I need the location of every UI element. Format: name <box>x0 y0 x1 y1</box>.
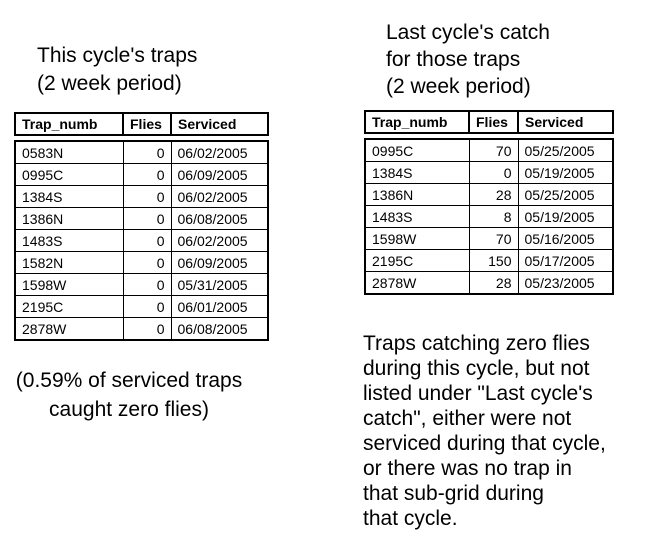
serviced-cell: 05/25/2005 <box>517 183 614 206</box>
flies-cell: 0 <box>122 317 172 341</box>
serviced-cell: 06/08/2005 <box>170 207 269 230</box>
table-row: 1582N 0 06/09/2005 <box>14 251 269 274</box>
flies-cell: 0 <box>122 163 172 186</box>
last-cycle-catch-table: 0995C 70 05/25/2005 1384S 0 05/19/2005 1386N 28… <box>364 138 614 295</box>
trap-numb-cell: 1598W <box>364 227 470 250</box>
serviced-cell: 06/01/2005 <box>170 295 269 318</box>
flies-cell: 70 <box>468 227 519 250</box>
table-row: 2878W 0 06/08/2005 <box>14 317 269 341</box>
right-table-header: Trap_numb Flies Serviced <box>364 110 614 134</box>
this-cycle-traps-table: 0583N 0 06/02/2005 0995C 0 06/09/2005 1384S 0 06… <box>14 140 269 341</box>
serviced-cell: 06/09/2005 <box>170 163 269 186</box>
header-row: Trap_numb Flies Serviced <box>364 110 614 134</box>
trap-numb-cell: 0583N <box>14 140 124 164</box>
trap-numb-cell: 2195C <box>14 295 124 318</box>
header-row: Trap_numb Flies Serviced <box>14 112 269 136</box>
serviced-cell: 05/19/2005 <box>517 205 614 228</box>
trap-numb-cell: 0995C <box>364 138 470 162</box>
table-row: 1483S 0 06/02/2005 <box>14 229 269 252</box>
serviced-cell: 06/02/2005 <box>170 229 269 252</box>
flies-cell: 0 <box>122 229 172 252</box>
table-row: 1384S 0 05/19/2005 <box>364 161 614 184</box>
serviced-cell: 06/02/2005 <box>170 185 269 208</box>
flies-cell: 150 <box>468 249 519 272</box>
trap-numb-cell: 2195C <box>364 249 470 272</box>
zero-flies-percentage-note: (0.59% of serviced traps caught zero fli… <box>15 369 243 421</box>
table-row: 2195C 0 06/01/2005 <box>14 295 269 318</box>
table-row: 1384S 0 06/02/2005 <box>14 185 269 208</box>
left-table-header: Trap_numb Flies Serviced <box>14 112 269 136</box>
column-header-trap-numb: Trap_numb <box>14 112 124 136</box>
table-row: 0995C 70 05/25/2005 <box>364 138 614 162</box>
flies-cell: 0 <box>122 140 172 164</box>
trap-numb-cell: 1598W <box>14 273 124 296</box>
explanation-paragraph: Traps catching zero flies during this cy… <box>363 332 606 530</box>
serviced-cell: 05/31/2005 <box>170 273 269 296</box>
serviced-cell: 05/17/2005 <box>517 249 614 272</box>
table-row: 1386N 0 06/08/2005 <box>14 207 269 230</box>
trap-numb-cell: 1483S <box>364 205 470 228</box>
trap-numb-cell: 1483S <box>14 229 124 252</box>
table-row: 1483S 8 05/19/2005 <box>364 205 614 228</box>
table-row: 2878W 28 05/23/2005 <box>364 271 614 295</box>
flies-cell: 0 <box>122 251 172 274</box>
flies-cell: 0 <box>468 161 519 184</box>
table-row: 0995C 0 06/09/2005 <box>14 163 269 186</box>
flies-cell: 0 <box>122 273 172 296</box>
table-row: 1598W 0 05/31/2005 <box>14 273 269 296</box>
trap-numb-cell: 1582N <box>14 251 124 274</box>
column-header-trap-numb: Trap_numb <box>364 110 470 134</box>
trap-numb-cell: 0995C <box>14 163 124 186</box>
serviced-cell: 05/25/2005 <box>517 138 614 162</box>
serviced-cell: 05/23/2005 <box>517 271 614 295</box>
trap-numb-cell: 1386N <box>14 207 124 230</box>
table-row: 2195C 150 05/17/2005 <box>364 249 614 272</box>
last-cycle-title: Last cycle's catch for those traps (2 we… <box>386 21 550 98</box>
serviced-cell: 06/08/2005 <box>170 317 269 341</box>
trap-numb-cell: 2878W <box>364 271 470 295</box>
column-header-flies: Flies <box>468 110 519 134</box>
serviced-cell: 06/09/2005 <box>170 251 269 274</box>
trap-numb-cell: 1386N <box>364 183 470 206</box>
flies-cell: 28 <box>468 183 519 206</box>
column-header-serviced: Serviced <box>517 110 614 134</box>
trap-numb-cell: 1384S <box>364 161 470 184</box>
serviced-cell: 06/02/2005 <box>170 140 269 164</box>
flies-cell: 0 <box>122 185 172 208</box>
table-row: 0583N 0 06/02/2005 <box>14 140 269 164</box>
table-row: 1386N 28 05/25/2005 <box>364 183 614 206</box>
flies-cell: 0 <box>122 207 172 230</box>
trap-numb-cell: 2878W <box>14 317 124 341</box>
column-header-flies: Flies <box>122 112 172 136</box>
flies-cell: 28 <box>468 271 519 295</box>
flies-cell: 8 <box>468 205 519 228</box>
serviced-cell: 05/19/2005 <box>517 161 614 184</box>
serviced-cell: 05/16/2005 <box>517 227 614 250</box>
flies-cell: 70 <box>468 138 519 162</box>
trap-numb-cell: 1384S <box>14 185 124 208</box>
table-row: 1598W 70 05/16/2005 <box>364 227 614 250</box>
flies-cell: 0 <box>122 295 172 318</box>
this-cycle-title: This cycle's traps (2 week period) <box>37 44 198 95</box>
column-header-serviced: Serviced <box>170 112 269 136</box>
